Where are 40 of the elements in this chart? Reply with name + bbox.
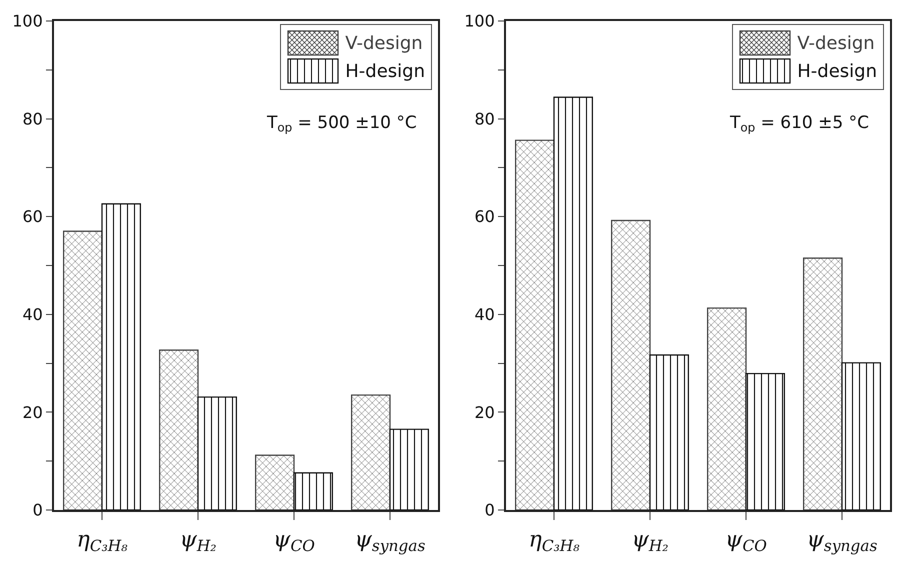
y-tick-label: 60 bbox=[474, 207, 495, 226]
y-tick-label: 80 bbox=[474, 109, 495, 128]
y-tick-label: 60 bbox=[22, 207, 43, 226]
x-tick-label: ψ$_{CO}$ bbox=[273, 527, 316, 556]
y-tick-label: 40 bbox=[474, 305, 495, 324]
bar bbox=[293, 472, 333, 510]
bar bbox=[515, 140, 555, 510]
y-tick-label: 20 bbox=[22, 402, 43, 422]
annotation: T$_{op}$ = 610 ±5 °C bbox=[729, 113, 869, 135]
x-tick-label: η$_{C₃H₈}$ bbox=[528, 527, 580, 556]
y-tick-label: 40 bbox=[22, 305, 43, 324]
bar bbox=[803, 258, 843, 510]
x-tick-label: ψ$_{H₂}$ bbox=[180, 527, 216, 556]
bar bbox=[197, 396, 237, 510]
x-tick-label: η$_{C₃H₈}$ bbox=[76, 527, 128, 556]
bar bbox=[611, 220, 651, 510]
legend: V-design H-design bbox=[280, 24, 432, 90]
annotation: T$_{op}$ = 500 ±10 °C bbox=[266, 113, 417, 135]
x-tick-label: ψ$_{CO}$ bbox=[725, 527, 768, 556]
x-tick-label: ψ$_{syngas}$ bbox=[806, 527, 878, 556]
bar bbox=[255, 454, 295, 510]
bar bbox=[649, 354, 689, 510]
bar bbox=[841, 362, 881, 510]
bar bbox=[553, 96, 593, 510]
bar bbox=[745, 372, 785, 510]
bar bbox=[707, 307, 747, 510]
bar bbox=[101, 203, 141, 510]
x-tick-label: ψ$_{syngas}$ bbox=[354, 527, 426, 556]
bar bbox=[159, 350, 199, 510]
y-tick-label: 80 bbox=[22, 109, 43, 128]
y-tick-label: 100 bbox=[12, 12, 43, 31]
bar bbox=[63, 230, 103, 510]
y-tick-label: 0 bbox=[32, 500, 43, 520]
legend: V-design H-design bbox=[732, 24, 884, 90]
y-tick-label: 100 bbox=[464, 12, 495, 31]
bar bbox=[351, 394, 391, 510]
x-tick-label: ψ$_{H₂}$ bbox=[632, 527, 668, 556]
bar bbox=[389, 428, 429, 510]
y-tick-label: 20 bbox=[474, 402, 495, 422]
y-tick-label: 0 bbox=[484, 500, 495, 520]
